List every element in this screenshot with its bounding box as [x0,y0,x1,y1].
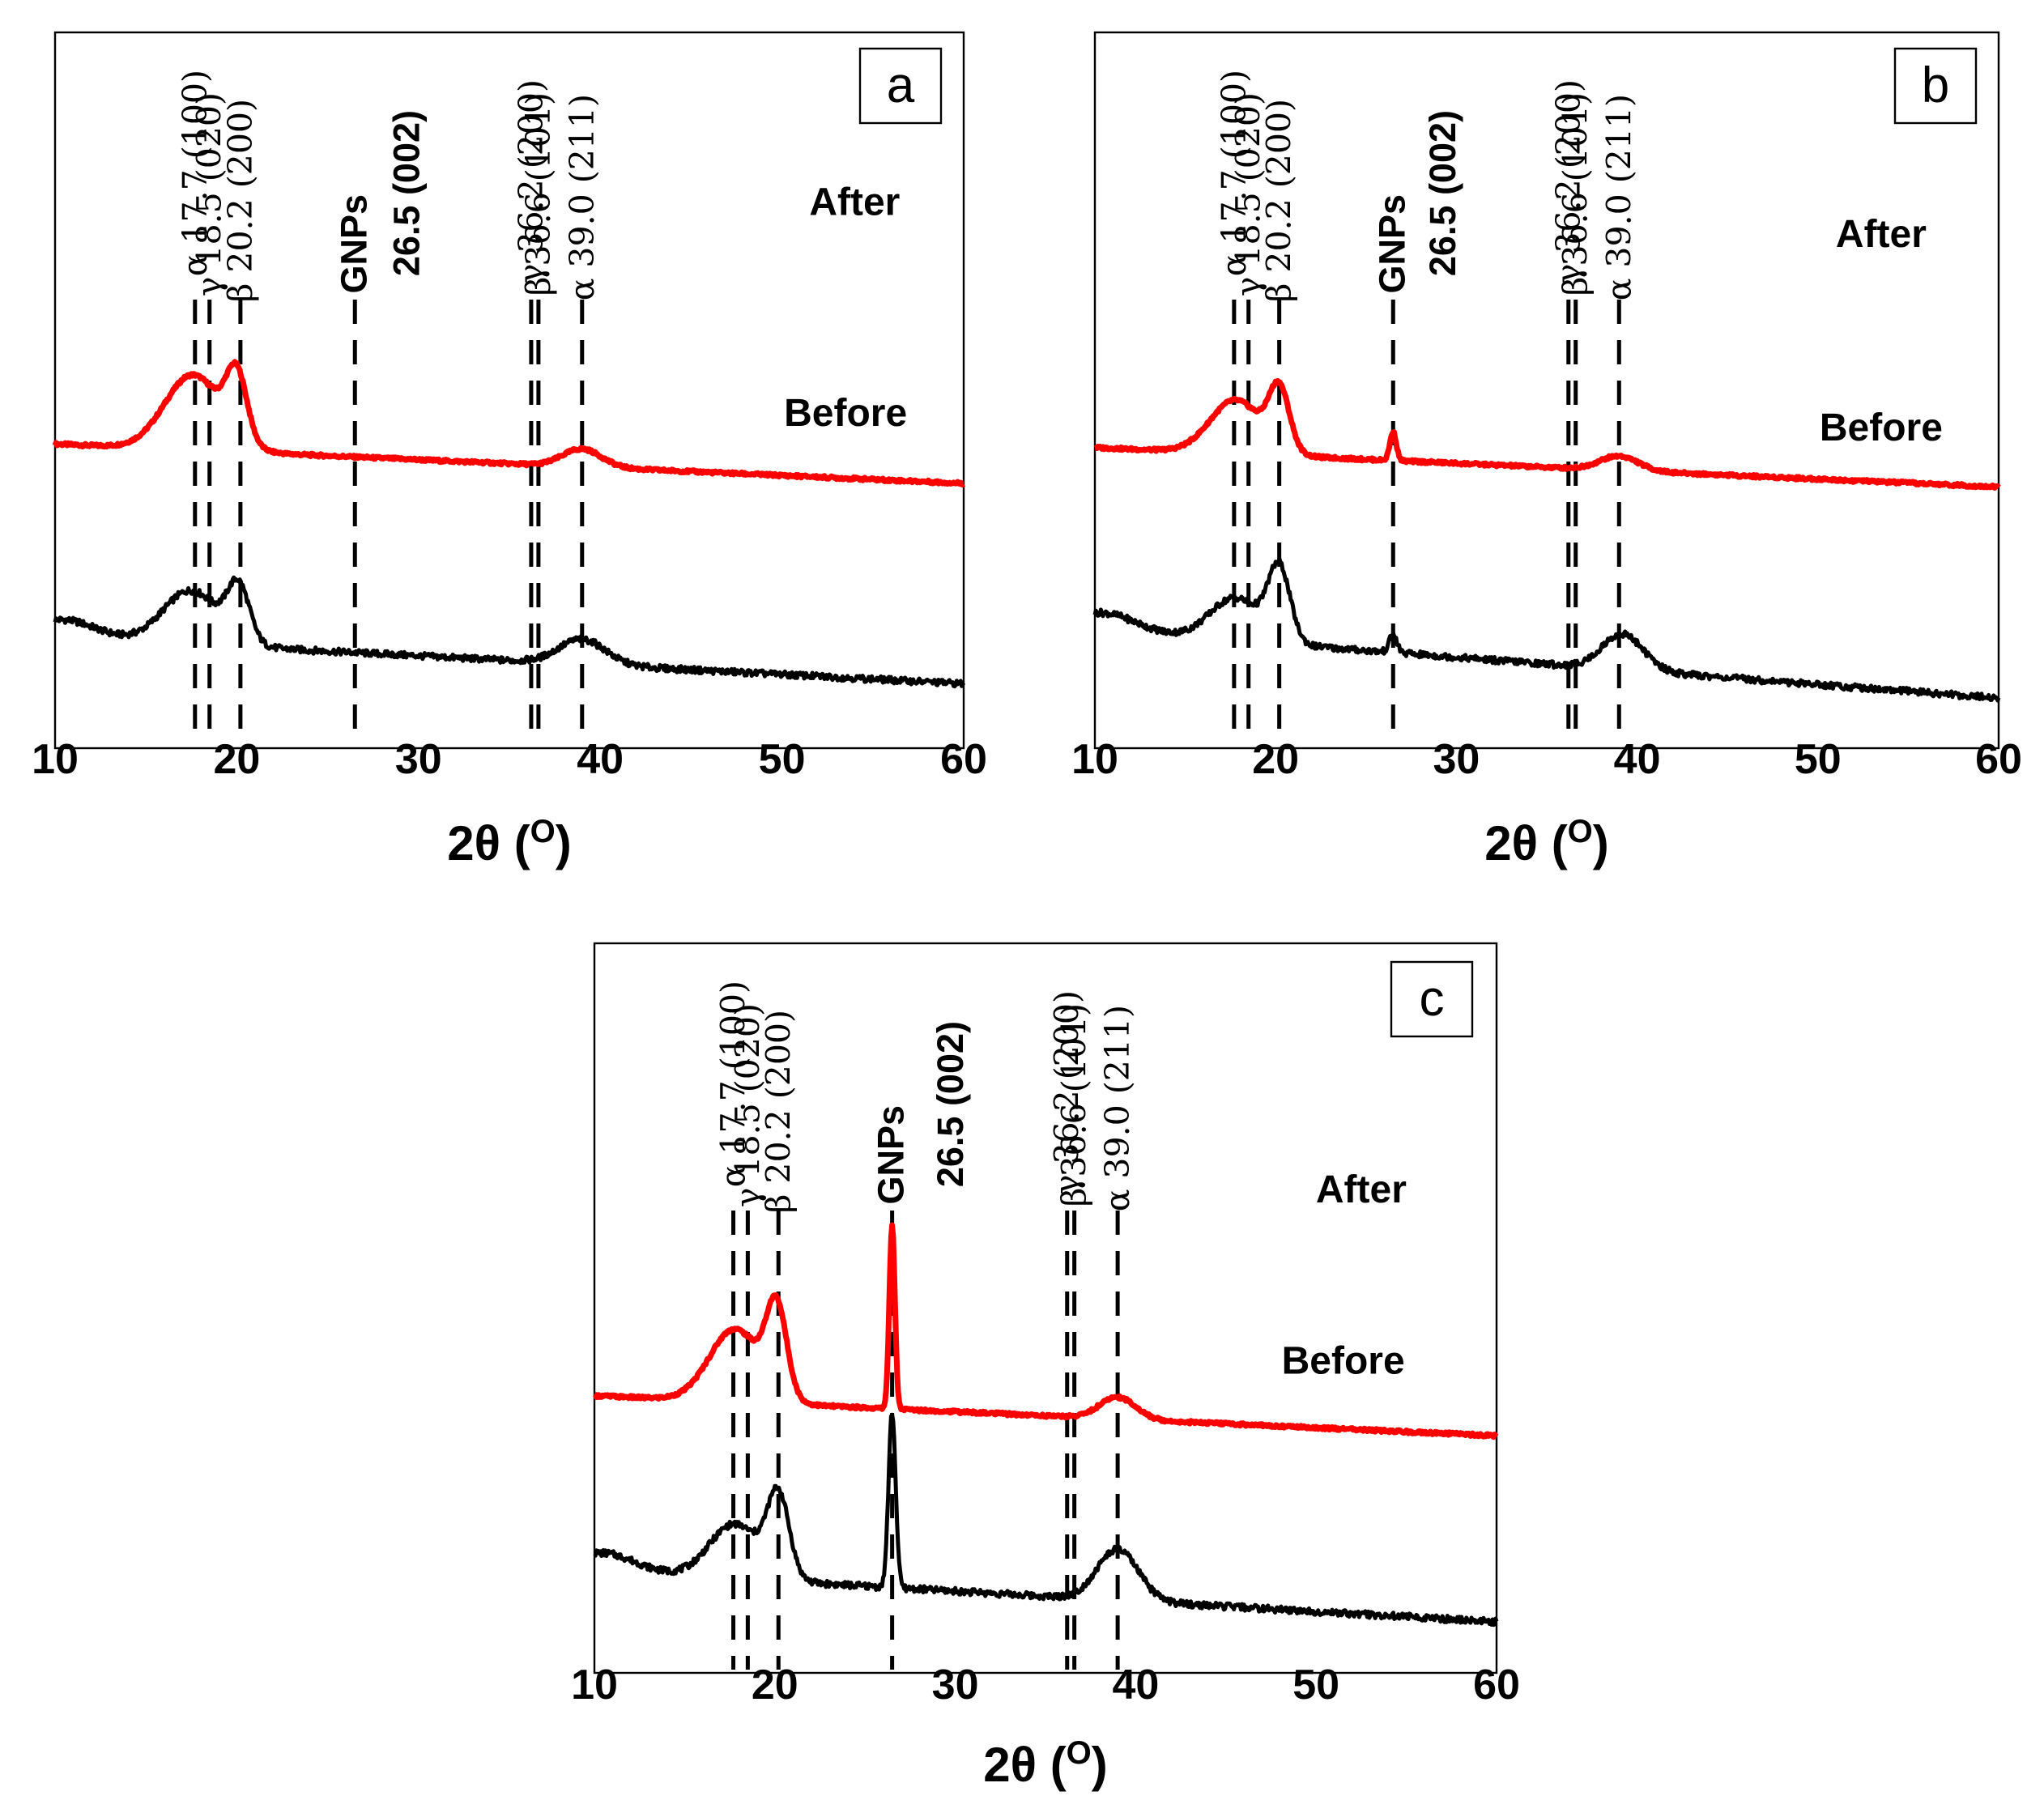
x-axis-title-main: 2θ ( [447,816,530,870]
reference-peak-label: GNPs [871,1105,912,1205]
reference-peak-label: α 39.0 (211) [1599,94,1638,300]
series-line-before [593,1412,1499,1628]
reference-peak-label: γ 18.5 (020) [190,92,229,296]
reference-peak-label: α 17.7 (100) [1215,70,1254,276]
x-tick-label: 40 [1614,736,1661,783]
reference-peak-label: α 17.7 (100) [176,70,215,276]
panel-label: a [887,57,915,113]
reference-peak-label: α 39.0 (211) [563,94,602,300]
x-axis-title-main: 2θ ( [983,1738,1066,1792]
legend-label-after: After [809,181,900,223]
series-line-before [1092,557,2001,703]
x-axis-title-sup: O [1067,1735,1092,1771]
reference-peak-label: 26.5 (002) [385,110,427,276]
reference-peak-label: β 20.2 (200) [221,99,260,302]
x-axis-title-close: ) [556,816,572,870]
reference-peak-label: 26.5 (002) [1422,110,1463,276]
x-axis-title-sup: O [1568,814,1593,849]
x-axis-title-sup: O [530,814,556,849]
chart-panel-c: 10 20 30 40 50 60 2θ (O) α 17.7 (100)γ 18.5 (02… [571,942,1520,1792]
chart-panel-b: 10 20 30 40 50 60 2θ (O) α 17.7 (100)γ 18.5 (02… [1071,31,2022,870]
panel-label: c [1420,971,1445,1027]
series-line-before [53,575,966,689]
reference-peak-label: γ 36.2 (200) [1549,79,1588,283]
panel-label: b [1922,57,1949,113]
x-tick-label: 30 [932,1662,979,1708]
x-axis-title-close: ) [1092,1738,1108,1792]
x-tick-label: 20 [1252,736,1299,783]
x-tick-label: 40 [577,736,624,783]
x-tick-label: 30 [1433,736,1480,783]
x-axis-title: 2θ (O) [447,814,572,870]
x-tick-label: 30 [395,736,442,783]
legend-label-after: After [1316,1168,1407,1211]
x-axis-title: 2θ (O) [983,1735,1108,1792]
x-tick-label: 50 [759,736,806,783]
legend-label-before: Before [784,392,907,435]
plot-frame [593,942,1498,1674]
reference-peak-label: β 36.6 (101) [519,92,558,296]
reference-peak-label: β 36.6 (101) [1055,1003,1094,1206]
chart-panel-a: 10 20 30 40 50 60 2θ (O) α 17.7 (100)γ 18.5 (02… [32,31,987,870]
reference-peak-label: β 20.2 (200) [759,1010,798,1213]
x-tick-label: 60 [940,736,987,783]
reference-peak-label: GNPs [1371,194,1412,294]
x-tick-label: 10 [571,1662,618,1708]
reference-peak-label: α 39.0 (211) [1098,1005,1137,1211]
reference-peak-label: γ 18.5 (020) [1229,92,1268,296]
series-line-after [592,1222,1499,1440]
x-tick-label: 60 [1473,1662,1520,1708]
panel-label-box [1893,47,1978,125]
reference-peak-label: γ 36.2 (200) [512,79,551,283]
reference-peak-label: γ 36.2 (200) [1048,990,1087,1194]
reference-peak-label: α 17.7 (100) [714,981,753,1187]
x-axis-title-close: ) [1593,816,1609,870]
reference-peak-label: β 20.2 (200) [1260,99,1299,302]
panel-label-box [858,47,943,125]
reference-peak-label: β 36.6 (101) [1556,92,1595,296]
x-tick-label: 20 [213,736,260,783]
x-tick-label: 60 [1975,736,2022,783]
plot-frame [1093,31,2000,750]
x-tick-label: 40 [1112,1662,1159,1708]
reference-peak-label: 26.5 (002) [930,1021,971,1187]
x-tick-label: 10 [32,736,79,783]
reference-peak-label: GNPs [333,194,374,294]
plot-frame [53,31,965,750]
legend-label-after: After [1836,213,1927,256]
x-tick-label: 20 [752,1662,798,1708]
x-axis-title: 2θ (O) [1484,814,1609,870]
x-tick-label: 50 [1292,1662,1339,1708]
reference-peak-label: γ 18.5 (020) [728,1003,767,1207]
legend-label-before: Before [1282,1340,1405,1383]
x-tick-label: 10 [1071,736,1118,783]
x-tick-label: 50 [1795,736,1842,783]
panel-label-box [1390,960,1474,1038]
x-axis-title-main: 2θ ( [1484,816,1567,870]
legend-label-before: Before [1820,406,1943,449]
series-line-after [52,359,966,488]
series-line-after [1092,377,2001,491]
